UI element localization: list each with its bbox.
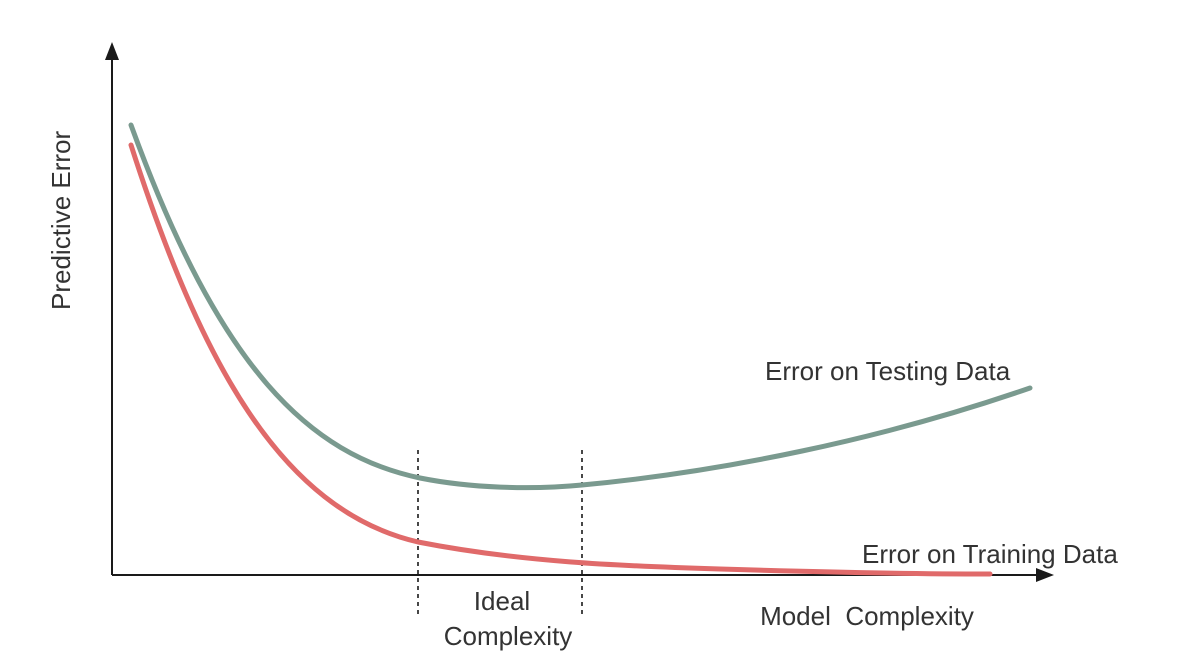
ideal-region-label-line1: Ideal: [474, 586, 530, 616]
x-axis-arrow-icon: [1036, 568, 1054, 582]
y-axis-label: Predictive Error: [46, 131, 76, 310]
y-axis-arrow-icon: [105, 42, 119, 60]
testing-curve-label: Error on Testing Data: [765, 356, 1011, 386]
testing-error-curve: [128, 122, 1033, 491]
ideal-region-label-line2: Complexity: [444, 621, 573, 651]
training-error-curve: [128, 142, 993, 577]
training-curve-label: Error on Training Data: [862, 539, 1118, 569]
x-axis-label: Model Complexity: [760, 601, 974, 631]
